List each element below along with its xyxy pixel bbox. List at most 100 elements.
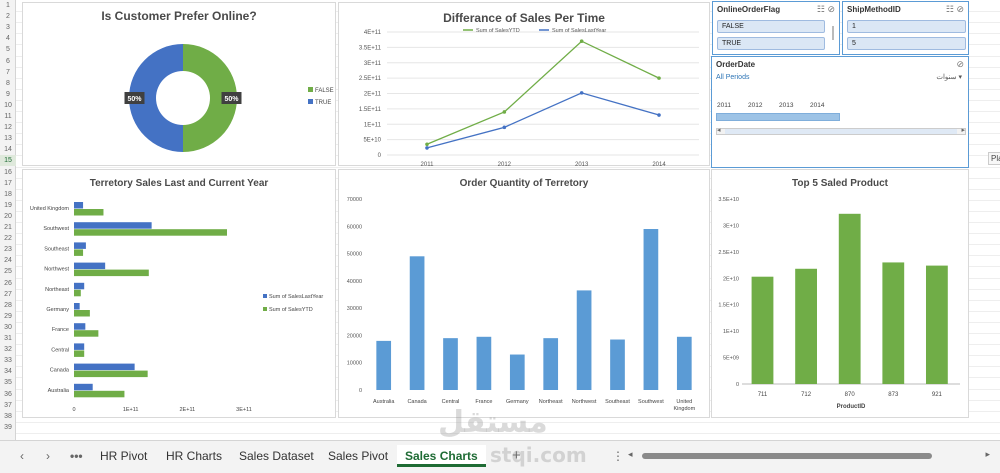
row-number[interactable]: 18 xyxy=(4,190,12,198)
row-number[interactable]: 29 xyxy=(4,312,12,320)
row-number[interactable]: 8 xyxy=(6,79,10,87)
row-number[interactable]: 23 xyxy=(4,246,12,254)
next-sheet-icon[interactable]: › xyxy=(46,449,50,463)
row-number[interactable]: 10 xyxy=(4,101,12,109)
line-series-1 xyxy=(426,92,660,149)
timeline-year-label[interactable]: 2012 xyxy=(748,102,763,109)
timeline-year-label[interactable]: 2011 xyxy=(717,102,731,109)
tab-hr-pivot[interactable]: HR Pivot xyxy=(100,449,148,463)
line-point xyxy=(425,142,429,147)
slicer-item-1[interactable]: 1 xyxy=(847,20,966,33)
row-number[interactable]: 33 xyxy=(4,357,12,365)
top5-bar xyxy=(795,268,817,384)
timeline-scroll-thumb[interactable] xyxy=(725,129,957,134)
tab-sales-dataset[interactable]: Sales Dataset xyxy=(239,449,314,463)
row-number[interactable]: 21 xyxy=(4,224,12,231)
row-number[interactable]: 7 xyxy=(6,68,10,76)
row-number[interactable]: 12 xyxy=(4,124,12,132)
slicer-item-true[interactable]: TRUE xyxy=(717,37,825,50)
tab-hr-charts[interactable]: HR Charts xyxy=(166,449,223,463)
slicer-filter-icons[interactable]: ☷ ⊘ xyxy=(816,4,835,14)
tab-sales-pivot[interactable]: Sales Pivot xyxy=(328,449,389,463)
territory-sales-panel[interactable]: Terretory Sales Last and Current Year Un… xyxy=(22,169,336,418)
row-number[interactable]: 35 xyxy=(4,379,12,387)
more-sheets-button[interactable]: ••• xyxy=(70,449,83,463)
row-number[interactable]: 25 xyxy=(4,268,12,276)
row-number[interactable]: 6 xyxy=(6,57,10,65)
scroll-right-icon[interactable]: ▸ xyxy=(961,127,965,134)
horizontal-scrollbar[interactable]: ◂ ▸ xyxy=(628,449,990,461)
ship-method-slicer[interactable]: ShipMethodID ☷ ⊘ 1 5 xyxy=(842,1,969,55)
row-number[interactable]: 28 xyxy=(4,301,12,309)
scroll-thumb[interactable] xyxy=(642,453,932,459)
order-quantity-panel[interactable]: Order Quantity of Terretory 70000 60000 50… xyxy=(338,169,710,418)
y-tick-label: 1E+10 xyxy=(723,329,739,335)
row-number[interactable]: 15 xyxy=(0,155,16,167)
row-number[interactable]: 19 xyxy=(4,201,12,209)
row-number[interactable]: 16 xyxy=(4,168,12,176)
hbar-1 xyxy=(74,249,84,256)
row-number[interactable]: 2 xyxy=(6,13,10,21)
timeline-year-label[interactable]: 2013 xyxy=(779,102,794,109)
row-number[interactable]: 3 xyxy=(6,24,10,32)
timeline-clear-filter-icon[interactable]: ⊘ xyxy=(956,59,964,69)
timeline-unit-dropdown[interactable]: سنوات ▾ xyxy=(936,73,962,81)
row-number[interactable]: 30 xyxy=(4,323,12,331)
row-number[interactable]: 34 xyxy=(4,368,12,376)
scroll-left-icon[interactable]: ◂ xyxy=(717,127,721,134)
x-tick-label: Southwest xyxy=(638,399,664,405)
row-number[interactable]: 36 xyxy=(4,390,12,398)
scroll-left-icon[interactable]: ◂ xyxy=(628,449,633,459)
add-sheet-button[interactable]: + xyxy=(512,447,521,464)
timeline-year-label[interactable]: 2014 xyxy=(810,102,825,109)
tab-sales-charts[interactable]: Sales Charts xyxy=(397,445,486,467)
row-number[interactable]: 24 xyxy=(4,257,12,265)
row-number[interactable]: 27 xyxy=(4,290,12,298)
category-label: Australia xyxy=(48,388,70,394)
order-date-timeline[interactable]: OrderDate ⊘ All Periods سنوات ▾ 2011 2012… xyxy=(711,56,969,168)
x-tick-label: 2013 xyxy=(575,162,589,167)
hbar-0 xyxy=(74,262,106,270)
line-point xyxy=(502,110,507,114)
row-number[interactable]: 38 xyxy=(4,412,12,420)
row-number[interactable]: 14 xyxy=(4,146,12,154)
slicer-scrollbar[interactable] xyxy=(832,26,834,40)
row-number[interactable]: 9 xyxy=(6,90,10,98)
slicer-item-5[interactable]: 5 xyxy=(847,37,966,50)
hbar-0 xyxy=(74,202,84,209)
row-number[interactable]: 5 xyxy=(6,46,10,54)
row-number[interactable]: 17 xyxy=(4,179,12,187)
row-number[interactable]: 20 xyxy=(4,212,12,220)
line-chart-panel[interactable]: Differance of Sales Per Time 4E+11 3.5E+1… xyxy=(338,2,710,167)
scroll-right-icon[interactable]: ▸ xyxy=(985,449,990,459)
row-number[interactable]: 26 xyxy=(4,279,12,287)
row-number[interactable]: 11 xyxy=(4,113,12,120)
slicer-item-false[interactable]: FALSE xyxy=(717,20,825,33)
row-number[interactable]: 22 xyxy=(4,235,12,243)
row-number[interactable]: 4 xyxy=(6,35,10,43)
online-order-slicer[interactable]: OnlineOrderFlag ☷ ⊘ FALSE TRUE xyxy=(712,1,840,55)
row-number[interactable]: 32 xyxy=(4,346,12,354)
category-label: Northeast xyxy=(45,287,69,293)
prev-sheet-icon[interactable]: ‹ xyxy=(20,449,24,463)
timeline-scrollbar[interactable]: ◂ ▸ xyxy=(716,127,966,135)
category-label: Southeast xyxy=(44,246,69,252)
tab-options-icon[interactable]: ⋮ xyxy=(612,449,624,463)
top5-product-panel[interactable]: Top 5 Saled Product 3.5E+10 3E+10 2.5E+10 2… xyxy=(711,169,969,418)
pie-chart-panel[interactable]: Is Customer Prefer Online? 50% 50% FALSE TR… xyxy=(22,2,336,166)
x-tick-label: 2011 xyxy=(421,162,435,167)
row-number[interactable]: 31 xyxy=(4,335,12,342)
x-tick-label: Canada xyxy=(407,399,427,405)
x-tick-label: Germany xyxy=(506,399,529,405)
row-number[interactable]: 39 xyxy=(4,423,12,431)
side-tooltip: Pla xyxy=(988,152,1000,165)
row-number[interactable]: 1 xyxy=(6,2,10,9)
slicer-filter-icons[interactable]: ☷ ⊘ xyxy=(945,4,964,14)
y-tick-label: 20000 xyxy=(347,333,362,339)
grid-line xyxy=(16,421,1000,423)
row-number[interactable]: 37 xyxy=(4,401,12,409)
timeline-selected-range[interactable] xyxy=(716,113,840,121)
row-number[interactable]: 13 xyxy=(4,135,12,143)
online-order-slicer-title: OnlineOrderFlag xyxy=(717,5,781,14)
hbar-1 xyxy=(74,350,85,357)
